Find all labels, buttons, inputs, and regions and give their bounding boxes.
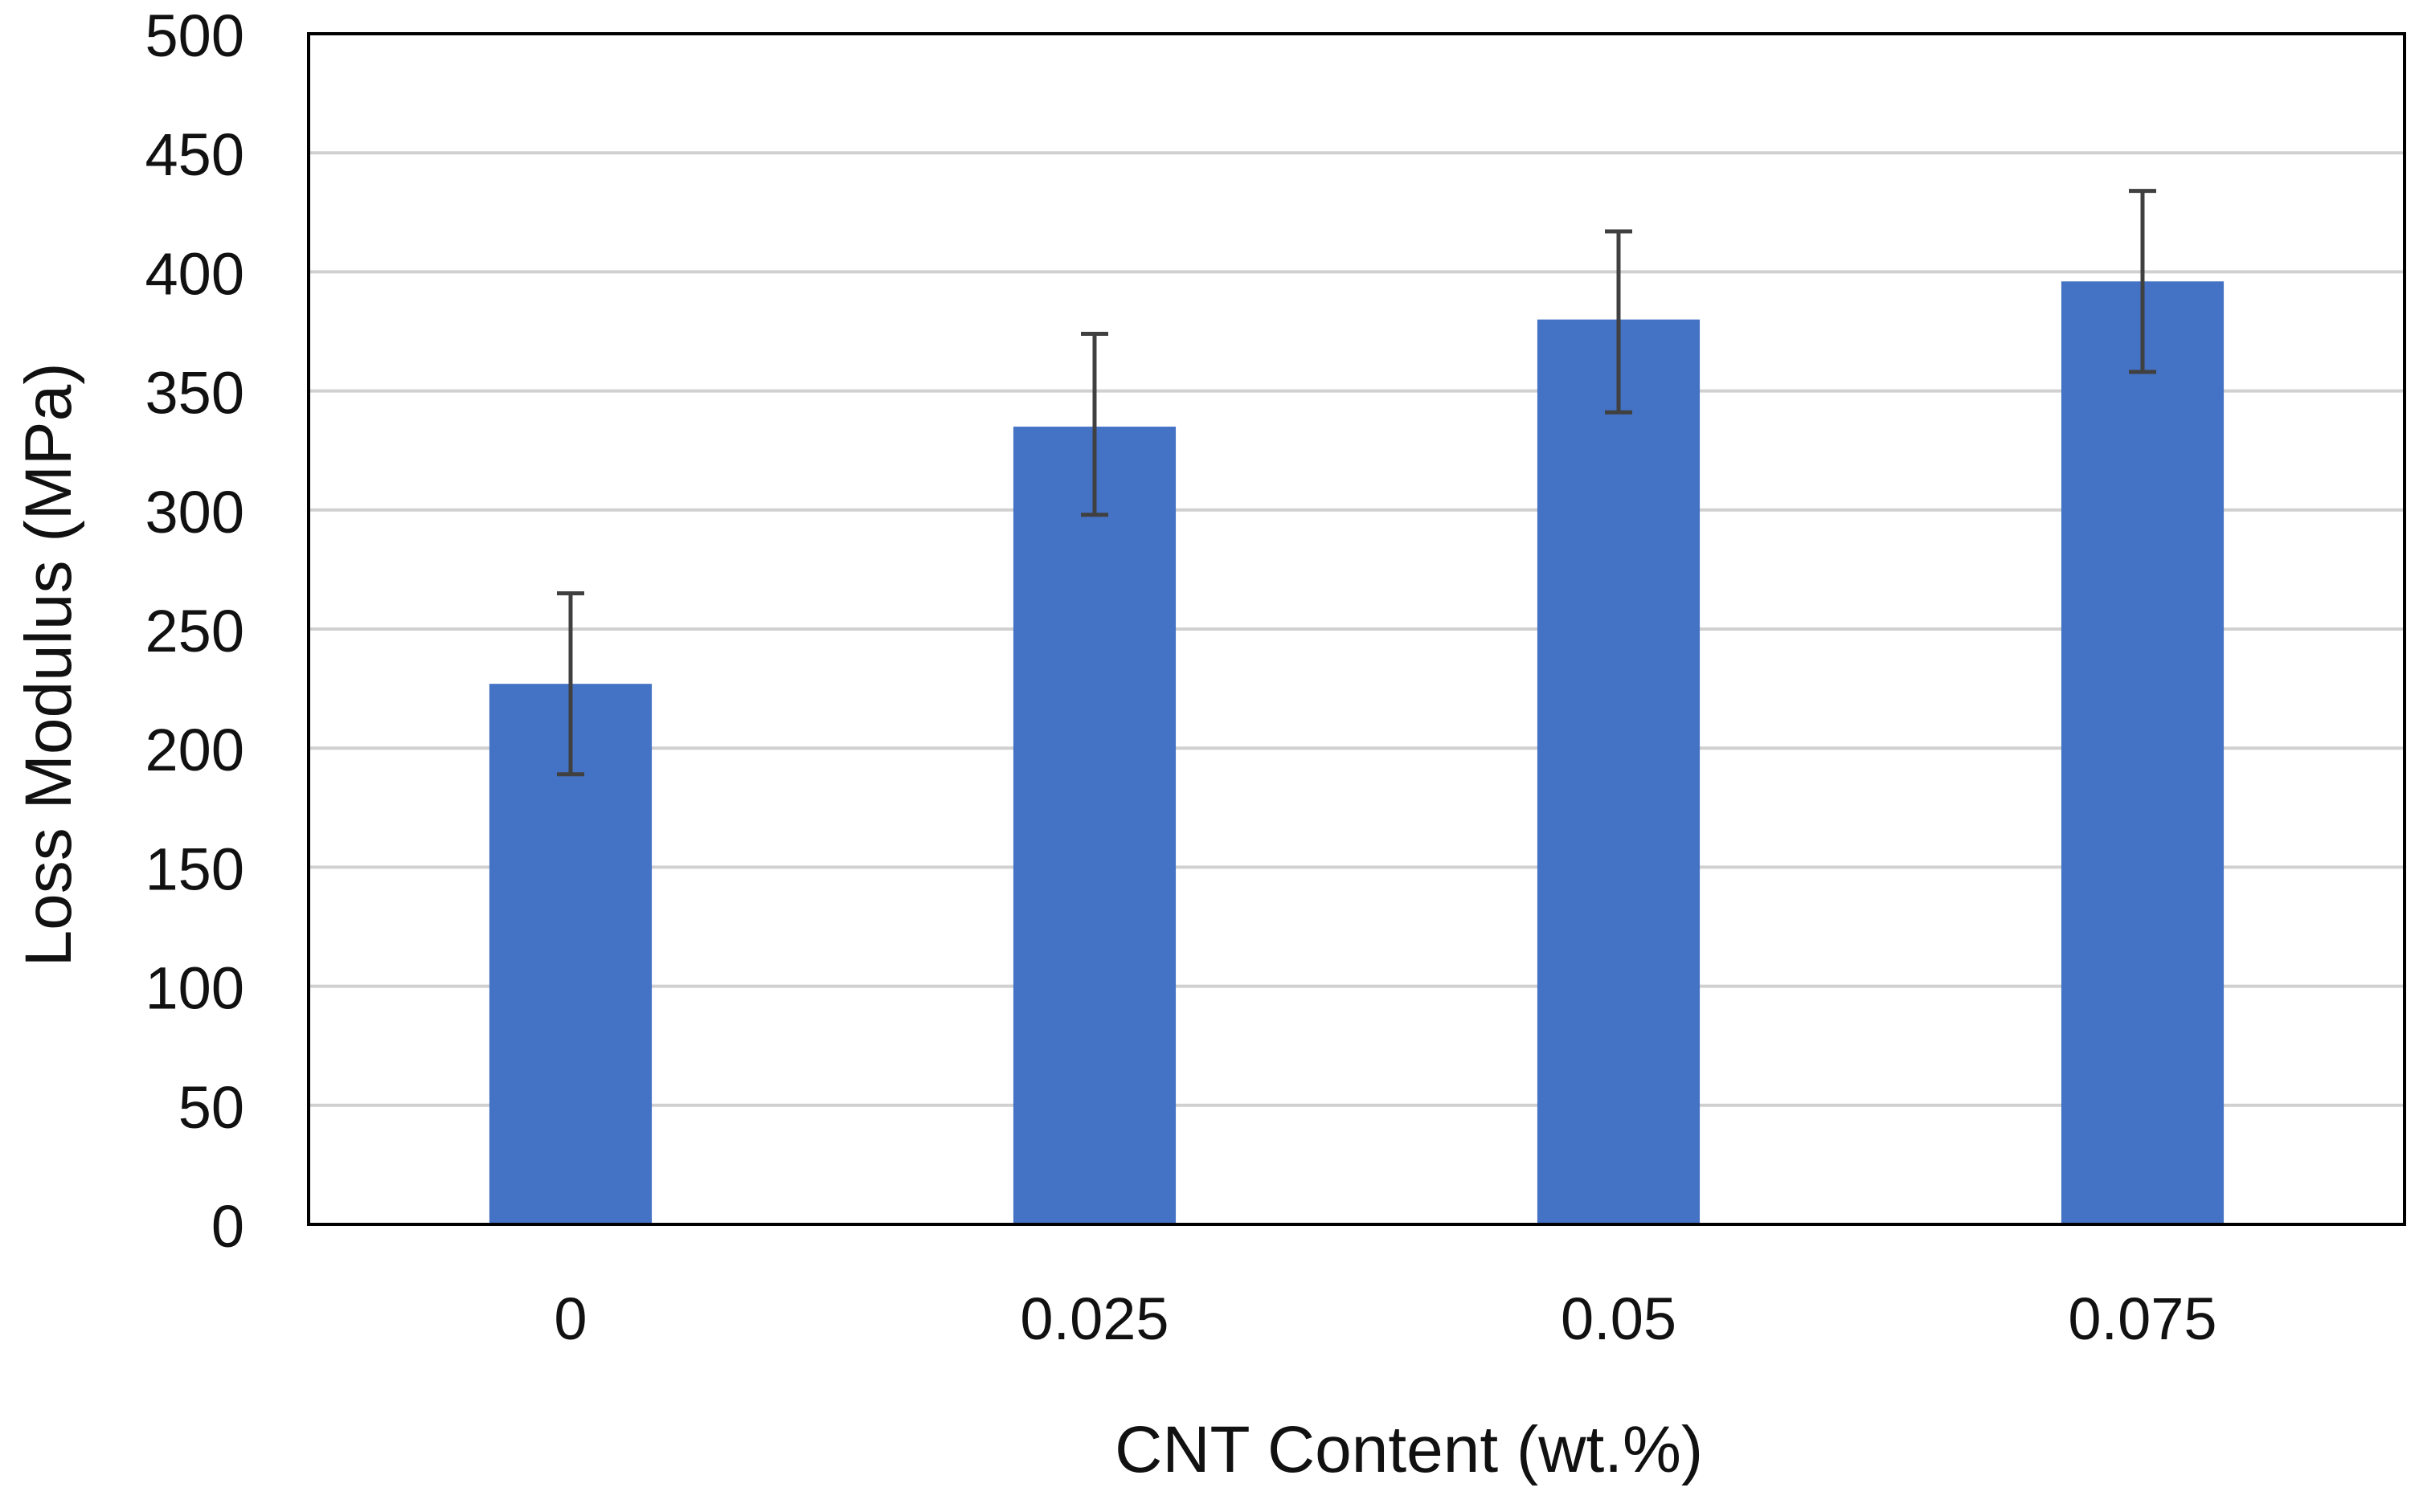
y-tick-label: 500	[145, 2, 244, 69]
x-tick-label: 0.05	[1561, 1285, 1676, 1352]
y-tick-label: 100	[145, 955, 244, 1022]
y-tick-label: 250	[145, 598, 244, 664]
y-tick-label: 200	[145, 717, 244, 783]
y-tick-labels: 0 50 100 150 200 250 300 350 400 450 500	[145, 2, 244, 1260]
y-tick-label: 350	[145, 360, 244, 427]
bar	[2061, 281, 2225, 1225]
y-tick-label: 450	[145, 121, 244, 188]
grid-lines	[309, 151, 2405, 1107]
bars	[489, 281, 2225, 1225]
error-bars	[557, 189, 2156, 777]
bar	[1013, 427, 1177, 1224]
x-tick-labels: 0 0.025 0.05 0.075	[554, 1285, 2216, 1352]
y-tick-label: 50	[178, 1074, 244, 1141]
y-tick-label: 400	[145, 240, 244, 307]
y-tick-label: 150	[145, 836, 244, 902]
plot-frame	[307, 32, 2406, 1226]
x-tick-label: 0	[554, 1285, 587, 1352]
y-axis-title: Loss Modulus (MPa)	[12, 362, 85, 966]
y-tick-label: 0	[211, 1193, 244, 1260]
x-tick-label: 0.025	[1020, 1285, 1169, 1352]
x-axis-title: CNT Content (wt.%)	[1115, 1413, 1703, 1486]
bar	[1537, 319, 1701, 1225]
x-tick-label: 0.075	[2068, 1285, 2216, 1352]
y-tick-label: 300	[145, 479, 244, 546]
